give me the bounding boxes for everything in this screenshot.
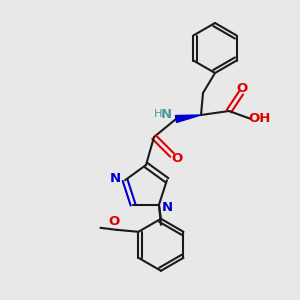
Text: N: N bbox=[161, 201, 172, 214]
Text: OH: OH bbox=[249, 112, 271, 125]
Text: O: O bbox=[236, 82, 247, 94]
Text: O: O bbox=[171, 152, 183, 166]
Text: H: H bbox=[154, 109, 162, 119]
Text: N: N bbox=[110, 172, 121, 185]
Text: O: O bbox=[109, 215, 120, 228]
Text: N: N bbox=[160, 107, 172, 121]
Polygon shape bbox=[176, 115, 201, 122]
